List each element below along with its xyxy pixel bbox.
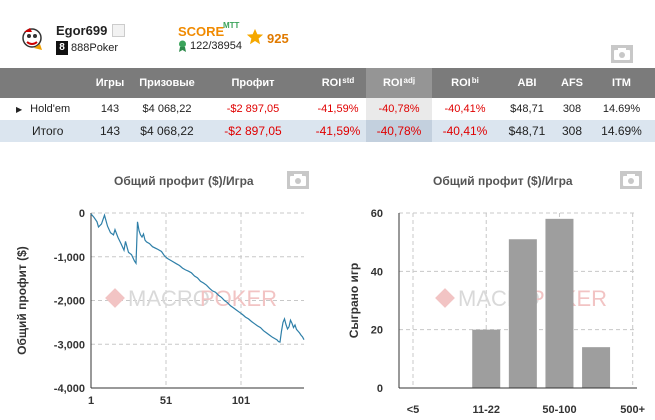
- roi-bi-cell: -40,41%: [442, 124, 488, 138]
- room-name: 888Poker: [71, 42, 119, 54]
- column-header-profit[interactable]: Профит: [231, 77, 275, 89]
- watermark-diamond: [435, 288, 455, 308]
- afs-cell: 308: [561, 124, 583, 138]
- rank-text: 122/38954: [190, 40, 242, 52]
- flag-icon: [112, 24, 125, 37]
- itm-cell: 14.69%: [601, 124, 642, 138]
- expand-row-cell[interactable]: ▶ Hold'em: [0, 98, 82, 120]
- x-tick-label: 50-100: [542, 404, 576, 416]
- watermark-text-left: MACRO: [128, 286, 210, 311]
- profit-cell: -$2 897,05: [224, 124, 282, 138]
- y-tick-label: 40: [371, 266, 383, 278]
- table-row-total: Итого 143 $4 068,22 -$2 897,05 -41,59% -…: [0, 120, 655, 142]
- itm-cell: 14.69%: [602, 103, 641, 115]
- y-tick-label: 60: [371, 208, 383, 220]
- bar: [545, 218, 574, 388]
- x-tick-label: 51: [160, 395, 172, 407]
- room-badge-icon: 8: [56, 41, 68, 55]
- row-label: Итого: [32, 124, 64, 138]
- games-cell: 143: [100, 103, 120, 115]
- score-label: SCORE: [178, 24, 225, 39]
- roi-std-cell: -41,59%: [317, 103, 359, 115]
- stats-table: Игры Призовые Профит ROI std ROI adj ROI bi…: [0, 68, 655, 142]
- camera-icon[interactable]: [611, 45, 633, 63]
- prizes-cell: $4 068,22: [142, 103, 192, 115]
- score-type: MTT: [223, 21, 240, 30]
- x-tick-label: 500+: [620, 404, 645, 416]
- x-tick-label: <5: [407, 404, 420, 416]
- games-cell: 143: [99, 124, 121, 138]
- score-value: 925: [267, 31, 289, 46]
- column-header-itm[interactable]: ITM: [612, 77, 631, 89]
- column-header-roi-bi[interactable]: ROI bi: [451, 75, 479, 90]
- watermark-diamond: [105, 288, 125, 308]
- star-icon: [246, 28, 264, 45]
- y-axis-label: Общий профит ($): [15, 246, 29, 355]
- row-label: Hold'em: [30, 103, 71, 115]
- y-tick-label: 0: [377, 383, 383, 395]
- y-tick-label: 0: [79, 208, 85, 220]
- column-header-afs[interactable]: AFS: [561, 77, 583, 89]
- abi-cell: $48,71: [508, 124, 546, 138]
- bar-chart: 0204060<511-2250-100500+MACROPOKERСыгран…: [347, 208, 645, 416]
- column-header-roi-adj[interactable]: ROI adj: [366, 68, 432, 98]
- y-tick-label: -3,000: [54, 339, 85, 351]
- y-tick-label: -4,000: [54, 383, 85, 395]
- y-tick-label: 20: [371, 325, 383, 337]
- column-header-prizes[interactable]: Призовые: [139, 77, 195, 89]
- line-chart-title: Общий профит ($)/Игра: [114, 174, 254, 188]
- column-header-games[interactable]: Игры: [95, 77, 125, 89]
- roi-adj-cell: -40,78%: [366, 98, 432, 120]
- camera-icon[interactable]: [287, 171, 309, 189]
- x-tick-label: 1: [88, 395, 94, 407]
- prizes-cell: $4 068,22: [140, 124, 194, 138]
- y-tick-label: -2,000: [54, 296, 85, 308]
- bar: [508, 239, 537, 388]
- column-header-roi-std[interactable]: ROI std: [321, 75, 355, 90]
- roi-bi-cell: -40,41%: [444, 103, 486, 115]
- y-axis-label: Сыграно игр: [347, 263, 361, 339]
- column-header-abi[interactable]: ABI: [517, 77, 537, 89]
- username[interactable]: Egor699: [56, 23, 108, 38]
- rank-medal-icon: [179, 40, 186, 52]
- profit-line: [90, 213, 305, 343]
- avatar-icon: [22, 28, 42, 50]
- player-header: Egor699 8 888Poker SCORE MTT 122/38954 9…: [0, 0, 655, 68]
- table-header-row: Игры Призовые Профит ROI std ROI adj ROI bi…: [0, 68, 655, 98]
- profit-cell: -$2 897,05: [226, 103, 280, 115]
- bar: [472, 329, 501, 388]
- watermark-text-right: POKER: [200, 286, 277, 311]
- roi-std-cell: -41,59%: [315, 124, 361, 138]
- x-tick-label: 11-22: [472, 404, 500, 416]
- bar: [582, 347, 611, 388]
- x-tick-label: 101: [232, 395, 250, 407]
- caret-right-icon[interactable]: ▶: [16, 104, 23, 114]
- table-row-holdem[interactable]: ▶ Hold'em 143 $4 068,22 -$2 897,05 -41,59…: [0, 98, 655, 120]
- bar-chart-title: Общий профит ($)/Игра: [433, 174, 573, 188]
- y-tick-label: -1,000: [54, 252, 85, 264]
- afs-cell: 308: [562, 103, 582, 115]
- abi-cell: $48,71: [510, 103, 544, 115]
- camera-icon[interactable]: [620, 171, 642, 189]
- roi-adj-cell: -40,78%: [366, 120, 432, 142]
